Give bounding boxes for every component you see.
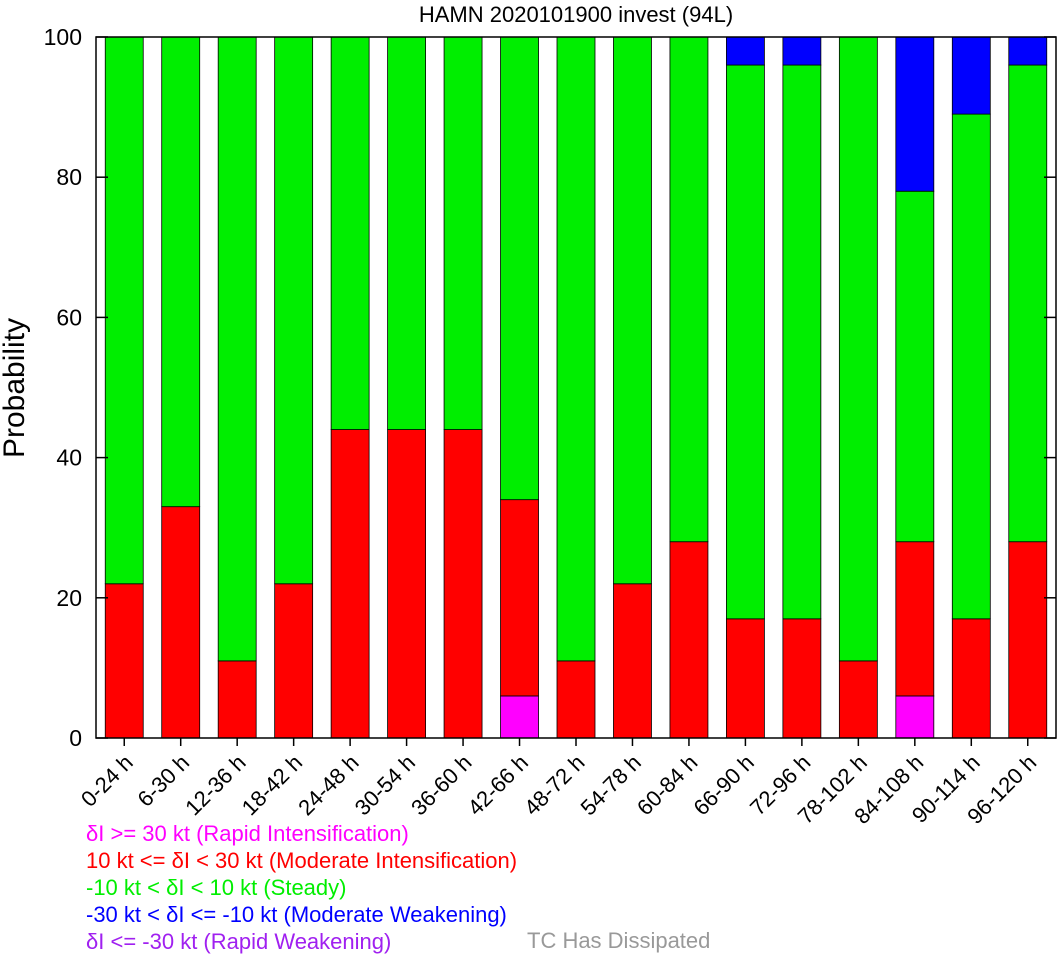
x-tick-labels: 0-24 h6-30 h12-36 h18-42 h24-48 h30-54 h… bbox=[76, 750, 1041, 829]
bar-segment bbox=[895, 190, 935, 543]
bar-segment bbox=[726, 36, 765, 66]
bar-segment bbox=[330, 36, 370, 430]
y-tick-label: 80 bbox=[56, 164, 82, 190]
bar-segment bbox=[782, 618, 822, 739]
x-tick-label: 48-72 h bbox=[519, 750, 589, 820]
bar-segment bbox=[161, 506, 201, 739]
bar-segment bbox=[104, 583, 144, 739]
legend-item-rapid-weakening: δI <= -30 kt (Rapid Weakening) bbox=[86, 929, 392, 954]
bars-group bbox=[104, 36, 1048, 739]
bar-segment bbox=[274, 36, 314, 585]
bar-segment bbox=[726, 618, 765, 739]
legend-item-rapid-intensification: δI >= 30 kt (Rapid Intensification) bbox=[86, 821, 409, 846]
y-tick-label: 100 bbox=[44, 24, 82, 50]
y-tick-label: 0 bbox=[69, 725, 82, 751]
bar-segment bbox=[443, 36, 483, 430]
bar-segment bbox=[838, 36, 878, 662]
bar-segment bbox=[1008, 36, 1048, 66]
x-tick-label: 60-84 h bbox=[632, 750, 702, 820]
bar-segment bbox=[387, 36, 426, 430]
legend-item-moderate-weakening: -30 kt < δI <= -10 kt (Moderate Weakenin… bbox=[86, 902, 507, 927]
bar-segment bbox=[104, 36, 144, 585]
axes-group bbox=[95, 36, 1057, 746]
bar-segment bbox=[669, 36, 709, 543]
x-tick-label: 24-48 h bbox=[293, 750, 363, 820]
bar-segment bbox=[726, 64, 765, 620]
bar-segment bbox=[556, 36, 596, 662]
bar-segment bbox=[161, 36, 201, 508]
bar-segment bbox=[951, 618, 991, 739]
bar-segment bbox=[951, 36, 991, 115]
x-tick-label: 42-66 h bbox=[463, 750, 533, 820]
bar-segment bbox=[669, 541, 709, 739]
bar-segment bbox=[274, 583, 314, 739]
bar-segment bbox=[895, 695, 935, 739]
y-tick-label: 20 bbox=[56, 585, 82, 611]
bar-segment bbox=[895, 36, 935, 192]
x-tick-label: 66-90 h bbox=[689, 750, 759, 820]
bar-segment bbox=[782, 64, 822, 620]
bar-segment bbox=[556, 660, 596, 739]
bar-segment bbox=[1008, 64, 1048, 543]
legend-item-dissipated: TC Has Dissipated bbox=[527, 928, 711, 953]
y-tick-label: 40 bbox=[56, 445, 82, 471]
bar-segment bbox=[443, 429, 483, 739]
legend-item-moderate-intensification: 10 kt <= δI < 30 kt (Moderate Intensific… bbox=[86, 848, 518, 873]
x-tick-label: 30-54 h bbox=[350, 750, 420, 820]
x-tick-label: 18-42 h bbox=[237, 750, 307, 820]
y-tick-label: 60 bbox=[56, 304, 82, 330]
chart-title: HAMN 2020101900 invest (94L) bbox=[419, 2, 733, 27]
bar-segment bbox=[951, 113, 991, 620]
legend-item-steady: -10 kt < δI < 10 kt (Steady) bbox=[86, 875, 347, 900]
x-tick-label: 12-36 h bbox=[180, 750, 250, 820]
x-tick-label: 54-78 h bbox=[576, 750, 646, 820]
bar-segment bbox=[387, 429, 426, 739]
bar-segment bbox=[217, 36, 257, 662]
bar-segment bbox=[500, 695, 539, 739]
legend: δI >= 30 kt (Rapid Intensification) 10 k… bbox=[86, 820, 517, 955]
y-tick-labels: 0 20 40 60 80 100 bbox=[44, 24, 82, 751]
bar-segment bbox=[895, 541, 935, 697]
x-tick-label: 36-60 h bbox=[406, 750, 476, 820]
bar-segment bbox=[500, 36, 539, 501]
x-tick-label: 0-24 h bbox=[76, 750, 138, 812]
bar-segment bbox=[330, 429, 370, 739]
bar-segment bbox=[613, 36, 652, 585]
bar-segment bbox=[838, 660, 878, 739]
bar-segment bbox=[500, 499, 539, 697]
bar-segment bbox=[782, 36, 822, 66]
y-axis-label: Probability bbox=[0, 318, 31, 458]
bar-segment bbox=[1008, 541, 1048, 739]
bar-segment bbox=[217, 660, 257, 739]
bar-segment bbox=[613, 583, 652, 739]
